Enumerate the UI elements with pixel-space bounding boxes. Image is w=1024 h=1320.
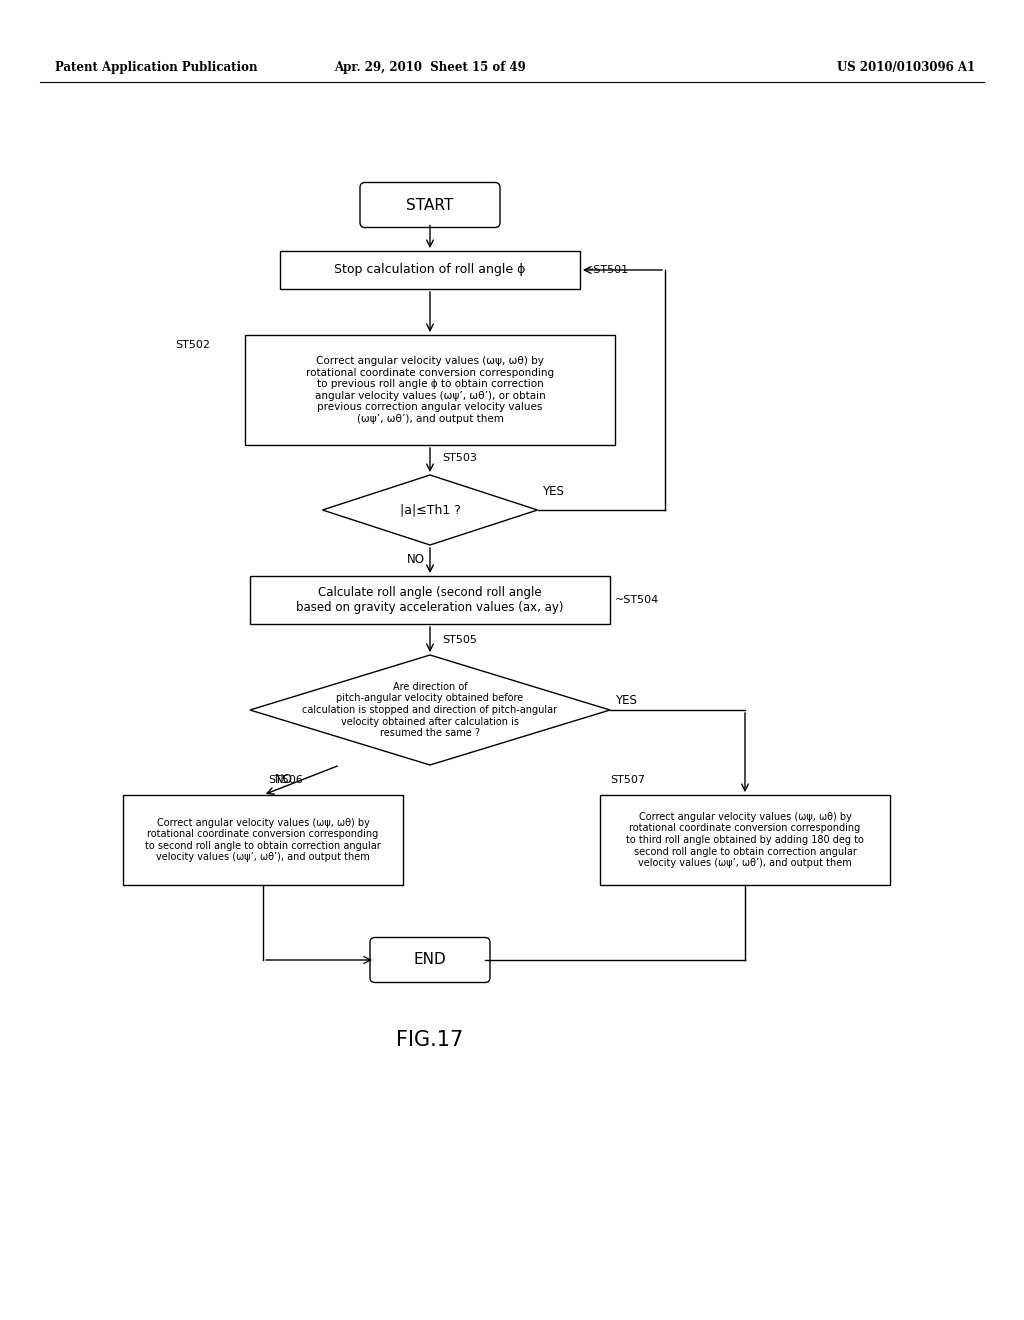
Text: YES: YES (543, 484, 564, 498)
Text: NO: NO (275, 774, 293, 785)
Bar (123, 795, 403, 884)
Text: ST506: ST506 (268, 775, 303, 785)
FancyBboxPatch shape (360, 182, 500, 227)
Text: Correct angular velocity values (ωψ, ωθ) by
rotational coordinate conversion cor: Correct angular velocity values (ωψ, ωθ)… (145, 817, 381, 862)
Text: Apr. 29, 2010  Sheet 15 of 49: Apr. 29, 2010 Sheet 15 of 49 (334, 62, 526, 74)
Bar (250, 576, 610, 624)
Text: US 2010/0103096 A1: US 2010/0103096 A1 (837, 62, 975, 74)
Text: ST502: ST502 (175, 341, 210, 350)
Polygon shape (250, 655, 610, 766)
Text: ~ST501: ~ST501 (585, 265, 629, 275)
Text: Stop calculation of roll angle ϕ: Stop calculation of roll angle ϕ (334, 264, 525, 276)
Text: NO: NO (407, 553, 425, 566)
Text: Patent Application Publication: Patent Application Publication (55, 62, 257, 74)
Text: Are direction of
pitch-angular velocity obtained before
calculation is stopped a: Are direction of pitch-angular velocity … (302, 682, 557, 738)
Text: ST503: ST503 (442, 453, 477, 463)
Text: ST507: ST507 (610, 775, 645, 785)
Polygon shape (323, 475, 538, 545)
Bar (280, 251, 580, 289)
Bar (245, 335, 615, 445)
Text: START: START (407, 198, 454, 213)
Text: END: END (414, 953, 446, 968)
Text: ST505: ST505 (442, 635, 477, 645)
Text: FIG.17: FIG.17 (396, 1030, 464, 1049)
FancyBboxPatch shape (370, 937, 490, 982)
Text: Calculate roll angle (second roll angle
based on gravity acceleration values (ax: Calculate roll angle (second roll angle … (296, 586, 564, 614)
Text: YES: YES (615, 693, 637, 706)
Text: ~ST504: ~ST504 (615, 595, 659, 605)
Text: |a|≤Th1 ?: |a|≤Th1 ? (399, 503, 461, 516)
Text: Correct angular velocity values (ωψ, ωθ) by
rotational coordinate conversion cor: Correct angular velocity values (ωψ, ωθ)… (626, 812, 864, 869)
Bar (600, 795, 890, 884)
Text: Correct angular velocity values (ωψ, ωθ) by
rotational coordinate conversion cor: Correct angular velocity values (ωψ, ωθ)… (306, 356, 554, 424)
